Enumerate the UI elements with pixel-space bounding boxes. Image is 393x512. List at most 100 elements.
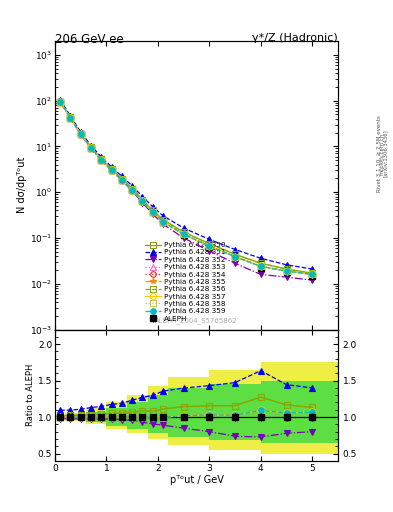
Pythia 6.428 359 (310, 271, 315, 278)
Pythia 6.428 356 (161, 217, 165, 223)
Pythia 6.428 350 (119, 176, 124, 182)
Pythia 6.428 359 (140, 198, 145, 204)
Pythia 6.428 355 (68, 115, 73, 121)
Pythia 6.428 352 (151, 211, 155, 217)
Pythia 6.428 357 (233, 253, 237, 260)
Pythia 6.428 358 (58, 98, 62, 104)
Pythia 6.428 359 (78, 131, 83, 137)
Pythia 6.428 359 (151, 209, 155, 215)
Pythia 6.428 359 (109, 167, 114, 173)
Pythia 6.428 352 (259, 271, 263, 278)
Text: ALEPH_2004_S5765862: ALEPH_2004_S5765862 (155, 317, 238, 324)
Pythia 6.428 353 (259, 263, 263, 269)
Pythia 6.428 359 (259, 263, 263, 269)
Pythia 6.428 353 (151, 209, 155, 215)
Pythia 6.428 350 (89, 144, 94, 151)
Pythia 6.428 357 (58, 98, 62, 104)
Pythia 6.428 357 (161, 219, 165, 225)
Line: Pythia 6.428 358: Pythia 6.428 358 (57, 99, 315, 277)
Pythia 6.428 350 (181, 229, 186, 235)
Pythia 6.428 359 (161, 219, 165, 225)
Pythia 6.428 355 (119, 177, 124, 183)
Pythia 6.428 358 (140, 198, 145, 204)
Pythia 6.428 359 (284, 268, 289, 274)
Pythia 6.428 354 (89, 145, 94, 151)
Pythia 6.428 351 (130, 183, 134, 189)
Pythia 6.428 357 (310, 271, 315, 278)
Text: Rivet 3.1.10, ≥ 2.5M events: Rivet 3.1.10, ≥ 2.5M events (377, 115, 382, 192)
Line: Pythia 6.428 353: Pythia 6.428 353 (57, 99, 315, 277)
Pythia 6.428 353 (130, 187, 134, 193)
Pythia 6.428 353 (89, 145, 94, 151)
Pythia 6.428 352 (89, 145, 94, 152)
Pythia 6.428 354 (151, 209, 155, 215)
Pythia 6.428 358 (161, 219, 165, 225)
Pythia 6.428 355 (207, 243, 212, 249)
Text: γ*/Z (Hadronic): γ*/Z (Hadronic) (252, 33, 338, 44)
Pythia 6.428 359 (181, 231, 186, 238)
Legend: Pythia 6.428 350, Pythia 6.428 351, Pythia 6.428 352, Pythia 6.428 353, Pythia 6: Pythia 6.428 350, Pythia 6.428 351, Pyth… (143, 241, 227, 323)
Pythia 6.428 355 (140, 198, 145, 204)
Pythia 6.428 350 (130, 185, 134, 191)
Pythia 6.428 359 (68, 115, 73, 121)
Pythia 6.428 355 (58, 98, 62, 104)
Pythia 6.428 356 (68, 114, 73, 120)
Pythia 6.428 351 (259, 255, 263, 262)
Pythia 6.428 354 (109, 167, 114, 173)
Pythia 6.428 352 (58, 99, 62, 105)
Pythia 6.428 352 (161, 221, 165, 227)
Pythia 6.428 355 (284, 268, 289, 274)
Pythia 6.428 358 (109, 167, 114, 173)
Pythia 6.428 353 (58, 98, 62, 104)
Pythia 6.428 351 (99, 154, 104, 160)
Pythia 6.428 353 (310, 271, 315, 278)
Pythia 6.428 354 (140, 198, 145, 204)
Pythia 6.428 352 (284, 274, 289, 280)
Pythia 6.428 352 (233, 260, 237, 266)
Pythia 6.428 356 (181, 229, 186, 235)
Pythia 6.428 350 (284, 266, 289, 272)
Pythia 6.428 354 (119, 177, 124, 183)
Pythia 6.428 355 (89, 145, 94, 151)
Pythia 6.428 351 (151, 204, 155, 210)
Pythia 6.428 355 (130, 187, 134, 193)
Pythia 6.428 356 (284, 266, 289, 272)
Line: Pythia 6.428 352: Pythia 6.428 352 (57, 99, 315, 283)
Y-axis label: Ratio to ALEPH: Ratio to ALEPH (26, 364, 35, 426)
Pythia 6.428 354 (310, 271, 315, 278)
Pythia 6.428 358 (119, 177, 124, 183)
Line: Pythia 6.428 356: Pythia 6.428 356 (57, 99, 315, 276)
Pythia 6.428 357 (109, 167, 114, 173)
Pythia 6.428 355 (109, 167, 114, 173)
Pythia 6.428 354 (68, 115, 73, 121)
Pythia 6.428 353 (284, 268, 289, 274)
Pythia 6.428 351 (89, 142, 94, 148)
Pythia 6.428 352 (130, 188, 134, 194)
Pythia 6.428 358 (99, 157, 104, 163)
Pythia 6.428 357 (130, 187, 134, 193)
Pythia 6.428 354 (99, 157, 104, 163)
Line: Pythia 6.428 350: Pythia 6.428 350 (57, 99, 315, 276)
Line: Pythia 6.428 355: Pythia 6.428 355 (57, 99, 315, 277)
Pythia 6.428 358 (207, 243, 212, 249)
Pythia 6.428 357 (181, 231, 186, 238)
Pythia 6.428 354 (259, 263, 263, 269)
Pythia 6.428 352 (109, 167, 114, 174)
Pythia 6.428 359 (99, 157, 104, 163)
Pythia 6.428 350 (109, 166, 114, 172)
Pythia 6.428 358 (78, 131, 83, 137)
Pythia 6.428 357 (207, 243, 212, 249)
Pythia 6.428 352 (181, 235, 186, 241)
Pythia 6.428 355 (233, 253, 237, 260)
Pythia 6.428 356 (151, 207, 155, 214)
Pythia 6.428 351 (109, 164, 114, 170)
Pythia 6.428 357 (68, 115, 73, 121)
Pythia 6.428 353 (109, 167, 114, 173)
Pythia 6.428 351 (181, 225, 186, 231)
Pythia 6.428 358 (310, 271, 315, 278)
Pythia 6.428 354 (233, 253, 237, 260)
Pythia 6.428 355 (310, 271, 315, 278)
Text: mcplots.cern.ch: mcplots.cern.ch (380, 133, 384, 175)
Pythia 6.428 355 (259, 263, 263, 269)
Pythia 6.428 356 (109, 166, 114, 172)
